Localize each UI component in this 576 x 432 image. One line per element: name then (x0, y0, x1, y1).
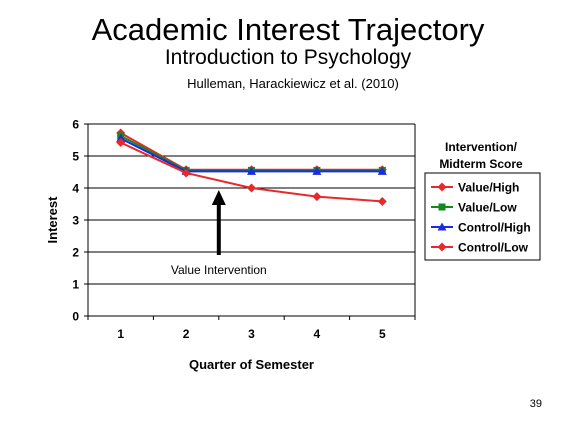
y-tick-label: 0 (72, 310, 79, 324)
legend-label: Control/High (458, 221, 531, 235)
x-axis-label: Quarter of Semester (189, 357, 314, 372)
legend-label: Value/High (458, 181, 519, 195)
data-point (312, 166, 322, 175)
x-tick-label: 5 (379, 327, 386, 341)
legend-title-line: Midterm Score (439, 157, 523, 171)
legend-label: Control/Low (458, 241, 529, 255)
y-tick-label: 3 (72, 214, 79, 228)
y-tick-label: 1 (72, 278, 79, 292)
y-tick-label: 6 (72, 118, 79, 132)
annotation-label: Value Intervention (171, 263, 267, 277)
data-point (116, 133, 126, 142)
data-point (377, 166, 387, 175)
legend-swatch-marker (437, 182, 447, 192)
data-point (247, 183, 256, 193)
legend-title-line: Intervention/ (445, 140, 518, 154)
data-point (181, 168, 191, 178)
legend-swatch-marker (438, 203, 446, 211)
slide-title: Academic Interest Trajectory (91, 12, 485, 47)
legend-item: Control/High (431, 221, 531, 235)
legend-item: Value/Low (431, 201, 517, 215)
y-axis-label: Interest (45, 196, 60, 244)
y-tick-label: 5 (72, 150, 79, 164)
series-line (120, 134, 383, 172)
series-4 (116, 138, 387, 206)
x-tick-label: 4 (314, 327, 321, 341)
legend-label: Value/Low (458, 201, 517, 215)
legend-swatch-marker (437, 242, 447, 252)
legend-item: Control/Low (431, 241, 529, 255)
x-tick-label: 2 (183, 327, 190, 341)
x-tick-label: 1 (117, 327, 124, 341)
x-tick-label: 3 (248, 327, 255, 341)
annotation: Value Intervention (171, 190, 267, 277)
axes (84, 123, 416, 320)
y-tick-label: 2 (72, 246, 79, 260)
slide-credit: Hulleman, Harackiewicz et al. (2010) (187, 76, 399, 91)
series-line (120, 132, 383, 171)
data-point (116, 138, 126, 148)
tick-labels: 0 1 2 3 4 5 6 1 2 3 4 5 (72, 118, 386, 342)
legend-swatch-marker (437, 222, 447, 231)
annotation-arrow (211, 190, 226, 255)
data-point (247, 166, 256, 175)
data-point (377, 196, 387, 206)
legend: Intervention/Midterm Score Value/High Valu… (424, 140, 541, 261)
y-tick-label: 4 (72, 182, 79, 196)
page-number: 39 (529, 398, 542, 410)
data-point (312, 192, 322, 202)
gridlines (88, 123, 415, 285)
series-lines (116, 128, 387, 206)
slide-subtitle: Introduction to Psychology (164, 46, 412, 69)
legend-item: Value/High (431, 181, 519, 195)
